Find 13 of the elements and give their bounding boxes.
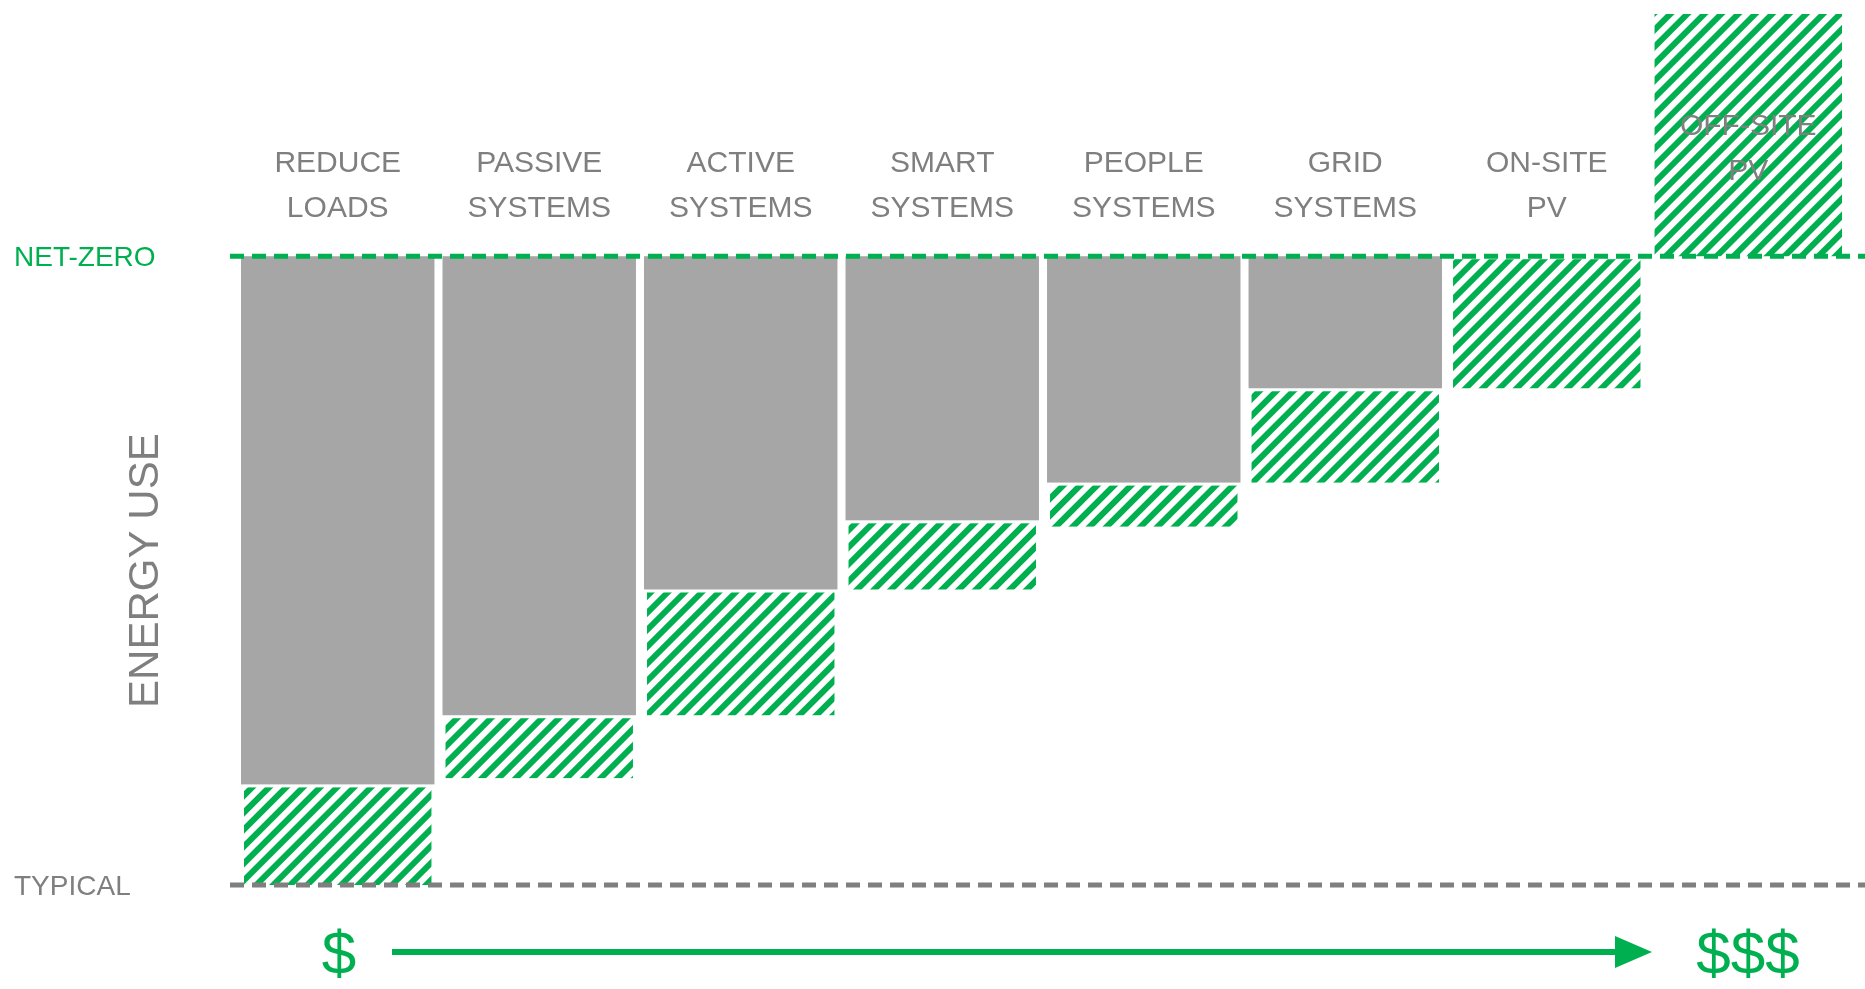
x-tick-label: GRID SYSTEMS <box>1273 145 1417 223</box>
x-tick-label: ON-SITE PV <box>1485 145 1608 223</box>
ref-line-label: NET-ZERO <box>14 241 156 273</box>
x-tick-label: OFF-SITE PV <box>1679 108 1817 186</box>
text: $ <box>321 918 357 987</box>
x-tick-label: ACTIVE SYSTEMS <box>669 145 813 223</box>
ref-line-label: TYPICAL <box>14 870 131 901</box>
x-tick-label: PEOPLE SYSTEMS <box>1072 145 1216 223</box>
text: $$$ <box>1696 918 1800 987</box>
x-tick-label: REDUCE LOADS <box>274 145 402 223</box>
x-tick-label: PASSIVE SYSTEMS <box>467 145 611 223</box>
x-tick-label: SMART SYSTEMS <box>870 145 1014 223</box>
y-axis-title: ENERGY USE <box>120 433 167 708</box>
